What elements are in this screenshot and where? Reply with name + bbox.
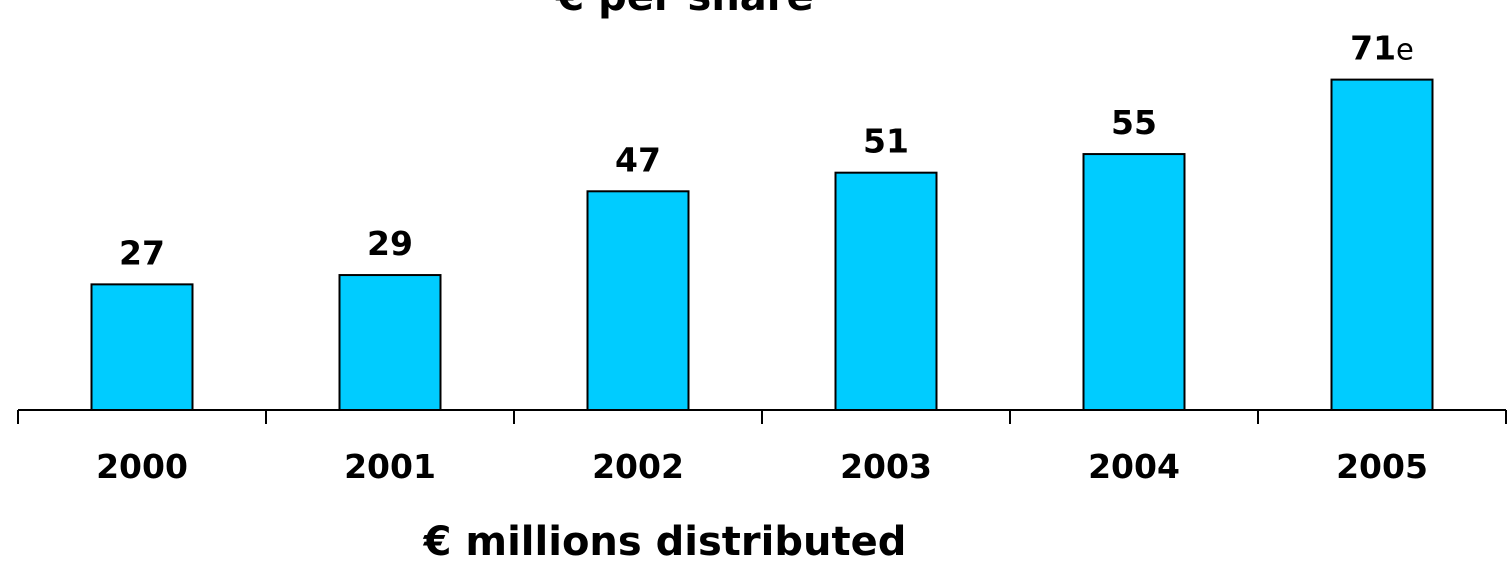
bar-2002 — [586, 190, 690, 411]
x-tick-label-2005: 2005 — [1336, 447, 1428, 486]
bars-group — [90, 78, 1434, 412]
x-tick-label-2000: 2000 — [96, 447, 188, 486]
bar-2000 — [90, 283, 194, 411]
bar-2005 — [1330, 78, 1434, 411]
chart-title: € per share — [555, 0, 813, 20]
x-axis-title: € millions distributed — [423, 519, 907, 562]
data-label-2005: 71e — [1350, 29, 1414, 68]
data-label-2004: 55 — [1111, 103, 1157, 142]
estimate-suffix: e — [1396, 33, 1414, 67]
data-label-2002: 47 — [615, 140, 661, 179]
data-label-2003: 51 — [863, 122, 909, 161]
bar-2001 — [338, 274, 442, 412]
data-labels: 27 29 47 51 55 71e — [119, 29, 1414, 273]
x-axis-ticks — [17, 410, 1507, 424]
x-tick-label-2003: 2003 — [840, 447, 932, 486]
bar-2003 — [834, 171, 938, 411]
x-tick-label-2004: 2004 — [1088, 447, 1180, 486]
data-label-2000: 27 — [119, 233, 165, 272]
x-tick-label-2002: 2002 — [592, 447, 684, 486]
bar-2004 — [1082, 153, 1186, 411]
x-tick-label-2001: 2001 — [344, 447, 436, 486]
data-label-2001: 29 — [367, 224, 413, 263]
x-axis-tick-labels: 2000 2001 2002 2003 2004 2005 — [96, 447, 1428, 486]
